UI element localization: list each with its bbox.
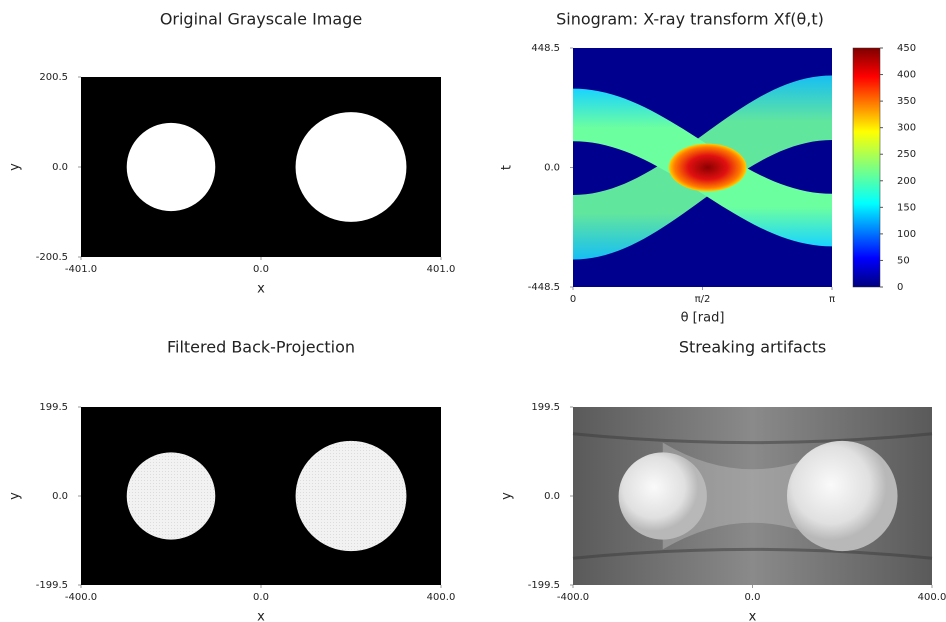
x-tick-label: 0.0	[745, 592, 761, 603]
disc	[296, 112, 407, 222]
disc	[127, 123, 216, 211]
colorbar-tick-label: 300	[897, 123, 916, 134]
x-axis-label: θ [rad]	[681, 311, 725, 326]
y-tick-label: 0.0	[544, 491, 560, 502]
colorbar-tick-label: 200	[897, 176, 916, 187]
x-tick-label: 400.0	[918, 592, 946, 603]
y-tick-label: 0.0	[52, 491, 68, 502]
colorbar-tick-label: 100	[897, 229, 916, 240]
y-tick-label: 0.0	[52, 162, 68, 173]
y-tick-label: -200.5	[36, 252, 68, 263]
x-tick-label: 401.0	[427, 264, 456, 275]
y-axis-label: y	[8, 492, 23, 500]
disc	[296, 441, 407, 551]
y-tick-label: -448.5	[528, 282, 560, 293]
x-axis-label: x	[749, 610, 757, 622]
panel-title: Sinogram: X-ray transform Xf(θ,t)	[556, 10, 824, 29]
x-tick-label: π/2	[695, 294, 711, 305]
x-tick-label: -400.0	[65, 592, 97, 603]
x-tick-label: -400.0	[557, 592, 589, 603]
y-tick-label: 200.5	[39, 72, 68, 83]
figure: Original Grayscale Image x y -401.0 0.0 401.0…	[0, 0, 946, 622]
y-axis-label: y	[500, 492, 515, 500]
x-tick-label: 0	[570, 294, 576, 305]
colorbar-tick-label: 150	[897, 202, 916, 213]
y-tick-label: 199.5	[531, 402, 560, 413]
y-tick-label: 0.0	[544, 163, 560, 174]
y-tick-label: 448.5	[531, 43, 560, 54]
colorbar-tick-label: 350	[897, 96, 916, 107]
colorbar-tick-label: 450	[897, 43, 916, 54]
disc	[127, 452, 216, 539]
panel-title: Original Grayscale Image	[160, 10, 362, 29]
y-axis-label: t	[500, 165, 515, 170]
colorbar-tick-label: 50	[897, 255, 910, 266]
sinogram-peak	[669, 144, 747, 192]
disc	[787, 441, 898, 551]
y-tick-label: 199.5	[39, 402, 68, 413]
colorbar-tick-label: 250	[897, 149, 916, 160]
y-tick-label: -199.5	[528, 580, 560, 591]
colorbar-tick-label: 400	[897, 70, 916, 81]
y-tick-label: -199.5	[36, 580, 68, 591]
x-tick-label: 0.0	[253, 264, 269, 275]
disc	[619, 452, 707, 539]
x-tick-label: 400.0	[427, 592, 456, 603]
y-axis-label: y	[8, 163, 23, 171]
x-axis-label: x	[257, 610, 265, 622]
panel-title: Filtered Back-Projection	[167, 338, 355, 357]
colorbar-tick-label: 0	[897, 282, 903, 293]
colorbar	[853, 48, 880, 287]
x-tick-label: 0.0	[253, 592, 269, 603]
x-tick-label: -401.0	[65, 264, 97, 275]
x-axis-label: x	[257, 282, 265, 297]
panel-title: Streaking artifacts	[679, 338, 826, 357]
x-tick-label: π	[829, 294, 835, 305]
